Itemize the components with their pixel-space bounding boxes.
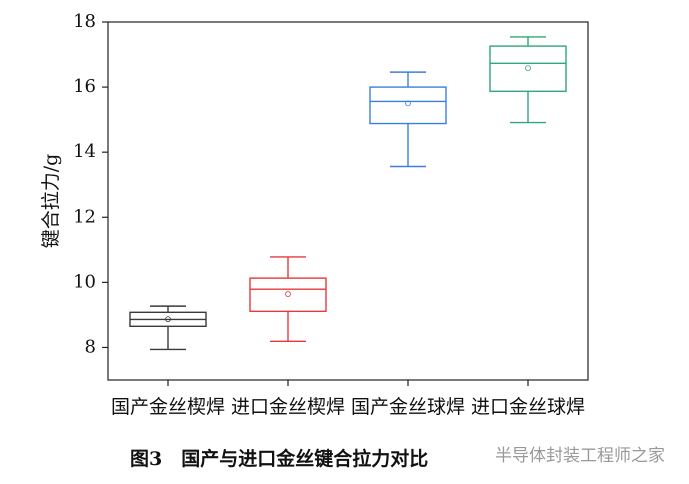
y-axis-label: 键合拉力/g [40,154,62,249]
mean [285,291,291,297]
y-tick-label: 10 [73,271,96,292]
x-tick-label: 进口金丝球焊 [471,396,585,418]
caption: 图3 国产与进口金丝键合拉力对比 [130,447,428,470]
box [249,277,327,313]
x-tick-label: 进口金丝楔焊 [231,396,345,418]
box [489,45,567,93]
mean [405,100,411,107]
y-tick-label: 8 [85,336,96,357]
watermark: 半导体封装工程师之家 [495,446,665,466]
box [369,86,447,125]
mean [525,65,531,72]
mean [165,316,171,323]
y-tick-label: 16 [73,76,96,97]
plot-frame [107,21,589,381]
y-tick-label: 18 [73,11,96,32]
y-tick-label: 12 [73,206,96,227]
x-tick-label: 国产金丝楔焊 [111,396,225,418]
y-tick-label: 14 [73,141,96,162]
x-tick-label: 国产金丝球焊 [351,396,465,418]
